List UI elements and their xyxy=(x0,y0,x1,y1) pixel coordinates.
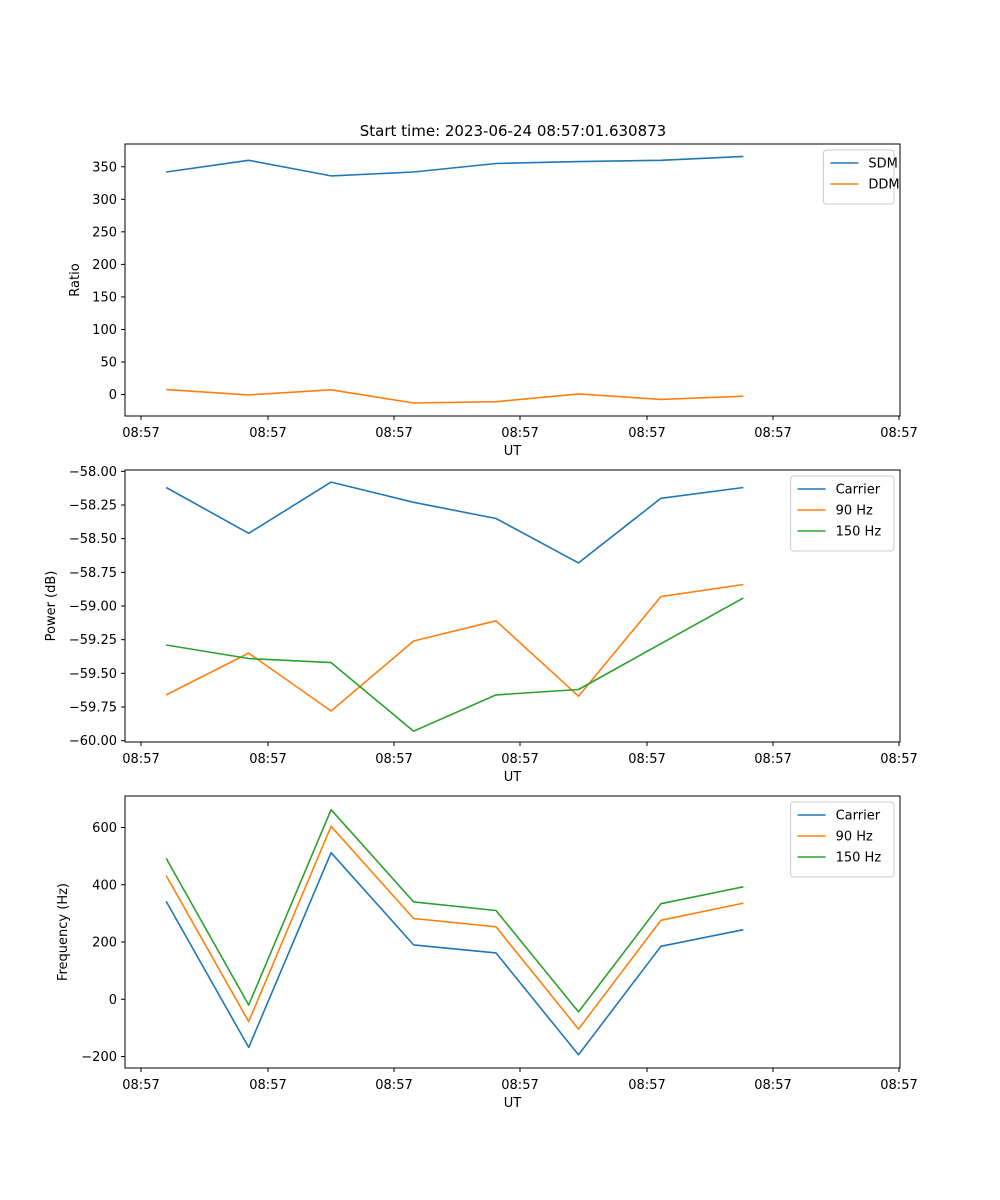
series-line-sdm xyxy=(166,155,744,177)
legend-label: Carrier xyxy=(836,809,881,824)
x-tick-label: 08:57 xyxy=(501,752,538,767)
chart-panels: 0 50 100 150 200 250 300 350 08:57 08:57 08:57 08:5… xyxy=(44,143,918,1111)
y-axis-label: Frequency (Hz) xyxy=(56,883,71,981)
x-tick-label: 08:57 xyxy=(501,1078,538,1093)
y-tick-label: −59.00 xyxy=(69,600,117,615)
series-line-90-hz xyxy=(165,825,744,1030)
y-tick-label: 0 xyxy=(109,388,117,403)
x-tick-label: 08:57 xyxy=(375,752,412,767)
series-line-carrier xyxy=(165,851,744,1056)
x-tick-label: 08:57 xyxy=(249,752,286,767)
y-tick-label: −58.75 xyxy=(69,566,117,581)
x-tick-label: 08:57 xyxy=(122,426,159,441)
series-line-150-hz xyxy=(166,597,744,733)
series-line-ddm xyxy=(166,388,744,404)
x-tick-label: 08:57 xyxy=(122,1078,159,1093)
y-tick-label: 0 xyxy=(109,993,117,1008)
x-tick-label: 08:57 xyxy=(628,1078,665,1093)
y-tick-label: 300 xyxy=(92,193,117,208)
y-tick-label: −58.50 xyxy=(69,532,117,547)
x-tick-label: 08:57 xyxy=(249,1078,286,1093)
y-tick-label: −58.25 xyxy=(69,499,117,514)
x-tick-label: 08:57 xyxy=(501,426,538,441)
legend-label: SDM xyxy=(868,157,897,172)
chart-panel-2: −60.00 −59.75 −59.50 −59.25 −59.00 −58.75 −58.… xyxy=(44,465,918,785)
legend-label: DDM xyxy=(868,178,899,193)
y-axis-label: Ratio xyxy=(68,263,83,296)
y-tick-label: 200 xyxy=(92,258,117,273)
x-axis-label: UT xyxy=(504,444,522,459)
x-axis-label: UT xyxy=(504,770,522,785)
series-line-150-hz xyxy=(165,808,744,1013)
x-tick-label: 08:57 xyxy=(375,1078,412,1093)
axes-frame xyxy=(124,143,901,417)
x-tick-label: 08:57 xyxy=(122,752,159,767)
x-tick-label: 08:57 xyxy=(880,426,917,441)
legend-box xyxy=(790,475,895,552)
y-tick-label: 150 xyxy=(92,290,117,305)
y-tick-label: 200 xyxy=(92,936,117,951)
y-tick-label: −200 xyxy=(81,1050,117,1065)
y-tick-label: 50 xyxy=(100,355,117,370)
y-tick-label: −59.25 xyxy=(69,633,117,648)
y-tick-label: 350 xyxy=(92,160,117,175)
legend-label: Carrier xyxy=(836,483,881,498)
y-tick-label: 250 xyxy=(92,225,117,240)
x-tick-label: 08:57 xyxy=(375,426,412,441)
chart-panel-1: 0 50 100 150 200 250 300 350 08:57 08:57 08:57 08:5… xyxy=(68,143,918,459)
y-tick-label: 100 xyxy=(92,323,117,338)
y-tick-label: 600 xyxy=(92,821,117,836)
legend-label: 150 Hz xyxy=(836,851,882,866)
y-tick-label: −60.00 xyxy=(69,734,117,749)
x-tick-label: 08:57 xyxy=(754,752,791,767)
x-tick-label: 08:57 xyxy=(249,426,286,441)
x-tick-label: 08:57 xyxy=(628,752,665,767)
y-axis-label: Power (dB) xyxy=(44,571,59,642)
series-line-90-hz xyxy=(165,583,744,712)
y-tick-label: −59.50 xyxy=(69,667,117,682)
y-tick-label: −59.75 xyxy=(69,700,117,715)
legend-label: 150 Hz xyxy=(836,525,882,540)
x-tick-label: 08:57 xyxy=(754,1078,791,1093)
x-tick-label: 08:57 xyxy=(754,426,791,441)
y-tick-label: −58.00 xyxy=(69,465,117,480)
series-line-carrier xyxy=(165,481,744,564)
axes-frame xyxy=(124,795,901,1069)
x-axis-label: UT xyxy=(504,1096,522,1111)
figure-title: Start time: 2023-06-24 08:57:01.630873 xyxy=(360,122,666,140)
x-tick-label: 08:57 xyxy=(880,1078,917,1093)
x-tick-label: 08:57 xyxy=(880,752,917,767)
x-tick-label: 08:57 xyxy=(628,426,665,441)
legend-label: 90 Hz xyxy=(836,830,873,845)
y-tick-label: 400 xyxy=(92,878,117,893)
chart-panel-3: −200 0 200 400 600 08:57 08:57 08:57 08:57 08:57 0… xyxy=(56,795,918,1111)
legend-label: 90 Hz xyxy=(836,504,873,519)
legend-box xyxy=(790,801,895,878)
